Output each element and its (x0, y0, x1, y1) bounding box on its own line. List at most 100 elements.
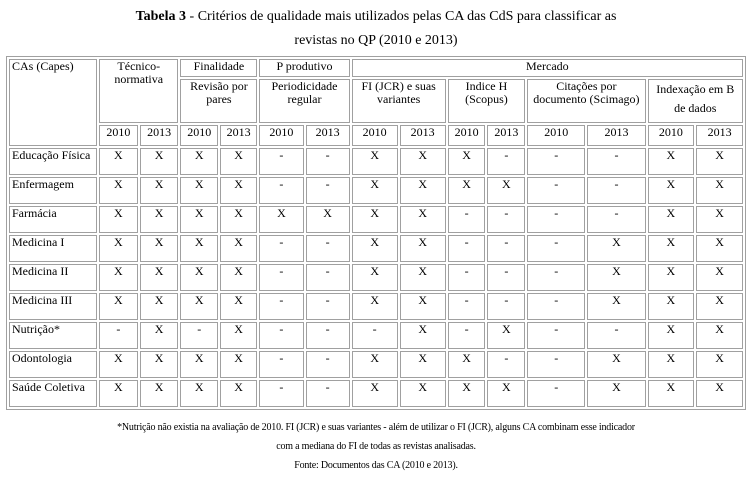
footnote-line-2: com a mediana do FI de todas as revistas… (276, 441, 476, 452)
criterion-cell: X (587, 380, 646, 407)
criterion-cell: - (527, 322, 586, 349)
criterion-cell: X (696, 177, 743, 204)
criterion-cell: - (447, 206, 486, 233)
criterion-cell: X (696, 293, 743, 320)
criterion-cell: X (696, 351, 743, 378)
criterion-cell: - (527, 148, 586, 175)
criterion-cell: X (487, 380, 526, 407)
criterion-cell: X (696, 148, 743, 175)
criterion-cell: X (139, 206, 179, 233)
criterion-cell: X (399, 148, 446, 175)
criterion-cell: X (647, 293, 695, 320)
criterion-cell: X (587, 264, 646, 291)
criterion-cell: - (180, 322, 218, 349)
table-row: Nutrição* - X - X - - - X - X - - X X (9, 322, 743, 349)
header-row-years: 2010 2013 2010 2013 2010 2013 2010 2013 2010 2013… (9, 125, 743, 146)
criterion-cell: X (647, 177, 695, 204)
criterion-cell: - (259, 293, 304, 320)
header-indice-h: Indice H (Scopus) (447, 79, 526, 123)
header-tecnico-normativa: Técnico-normativa (99, 59, 179, 123)
criterion-cell: - (305, 264, 350, 291)
ca-name-cell: Enfermagem (9, 177, 97, 204)
ca-name-cell: Medicina II (9, 264, 97, 291)
footnote-line-1: *Nutrição não existia na avaliação de 20… (117, 422, 635, 433)
criterion-cell: X (647, 148, 695, 175)
ca-name-cell: Medicina I (9, 235, 97, 262)
criterion-cell: - (527, 380, 586, 407)
criterion-cell: - (527, 206, 586, 233)
header-citacoes: Citações por documento (Scimago) (527, 79, 646, 123)
criterion-cell: X (219, 264, 258, 291)
criterion-cell: X (587, 293, 646, 320)
criterion-cell: X (99, 293, 138, 320)
criterion-cell: - (447, 293, 486, 320)
criterion-cell: X (696, 380, 743, 407)
ca-name-cell: Farmácia (9, 206, 97, 233)
table-row: Enfermagem X X X X - - X X X X - - X X (9, 177, 743, 204)
criterion-cell: X (99, 177, 138, 204)
criterion-cell: X (219, 206, 258, 233)
criterion-cell: X (399, 293, 446, 320)
criterion-cell: X (180, 293, 218, 320)
criterion-cell: X (696, 235, 743, 262)
criterion-cell: X (99, 235, 138, 262)
criterion-cell: X (647, 235, 695, 262)
criterion-cell: X (351, 206, 398, 233)
criterion-cell: X (696, 322, 743, 349)
table-caption: Tabela 3 - Critérios de qualidade mais u… (0, 5, 752, 53)
year-cell: 2010 (180, 125, 218, 146)
criterion-cell: X (139, 293, 179, 320)
criterion-cell: X (351, 293, 398, 320)
table-notes: *Nutrição não existia na avaliação de 20… (0, 418, 752, 475)
criterion-cell: X (696, 206, 743, 233)
criterion-cell: X (305, 206, 350, 233)
criterion-cell: X (696, 264, 743, 291)
criterion-cell: - (527, 351, 586, 378)
criterion-cell: - (305, 235, 350, 262)
criterion-cell: - (259, 380, 304, 407)
year-cell: 2010 (259, 125, 304, 146)
criterion-cell: - (351, 322, 398, 349)
header-row-groups: CAs (Capes) Técnico-normativa Finalidade… (9, 59, 743, 146)
criterion-cell: - (587, 322, 646, 349)
criterion-cell: X (647, 322, 695, 349)
table-row: Saúde Coletiva X X X X - - X X X X - X X X (9, 380, 743, 407)
criterion-cell: X (351, 351, 398, 378)
criterion-cell: X (180, 264, 218, 291)
criterion-cell: X (139, 148, 179, 175)
criterion-cell: - (587, 177, 646, 204)
criterion-cell: - (487, 293, 526, 320)
criterion-cell: - (447, 235, 486, 262)
year-cell: 2013 (587, 125, 646, 146)
criterion-cell: X (180, 351, 218, 378)
criterion-cell: X (447, 177, 486, 204)
ca-name-cell: Educação Física (9, 148, 97, 175)
year-cell: 2013 (487, 125, 526, 146)
year-cell: 2010 (447, 125, 486, 146)
criterion-cell: - (487, 206, 526, 233)
criterion-cell: X (139, 322, 179, 349)
table-row: Farmácia X X X X X X X X - - - - X X (9, 206, 743, 233)
criterion-cell: X (447, 380, 486, 407)
criterion-cell: X (219, 380, 258, 407)
criterion-cell: X (259, 206, 304, 233)
criterion-cell: X (647, 380, 695, 407)
criterion-cell: X (647, 206, 695, 233)
criterion-cell: X (647, 264, 695, 291)
criterion-cell: X (219, 351, 258, 378)
criterion-cell: X (139, 235, 179, 262)
header-mercado: Mercado (351, 59, 743, 77)
year-cell: 2010 (647, 125, 695, 146)
ca-name-cell: Medicina III (9, 293, 97, 320)
year-cell: 2013 (696, 125, 743, 146)
criterion-cell: - (305, 293, 350, 320)
criterion-cell: X (99, 351, 138, 378)
criterion-cell: X (180, 177, 218, 204)
criterion-cell: X (219, 293, 258, 320)
table-label: Tabela 3 (135, 9, 187, 24)
caption-title: Critérios de qualidade mais utilizados p… (197, 9, 617, 24)
table-row: Medicina II X X X X - - X X - - - X X X (9, 264, 743, 291)
criterion-cell: X (647, 351, 695, 378)
header-row-criteria: Revisão por pares Periodicidade regular … (9, 79, 743, 123)
